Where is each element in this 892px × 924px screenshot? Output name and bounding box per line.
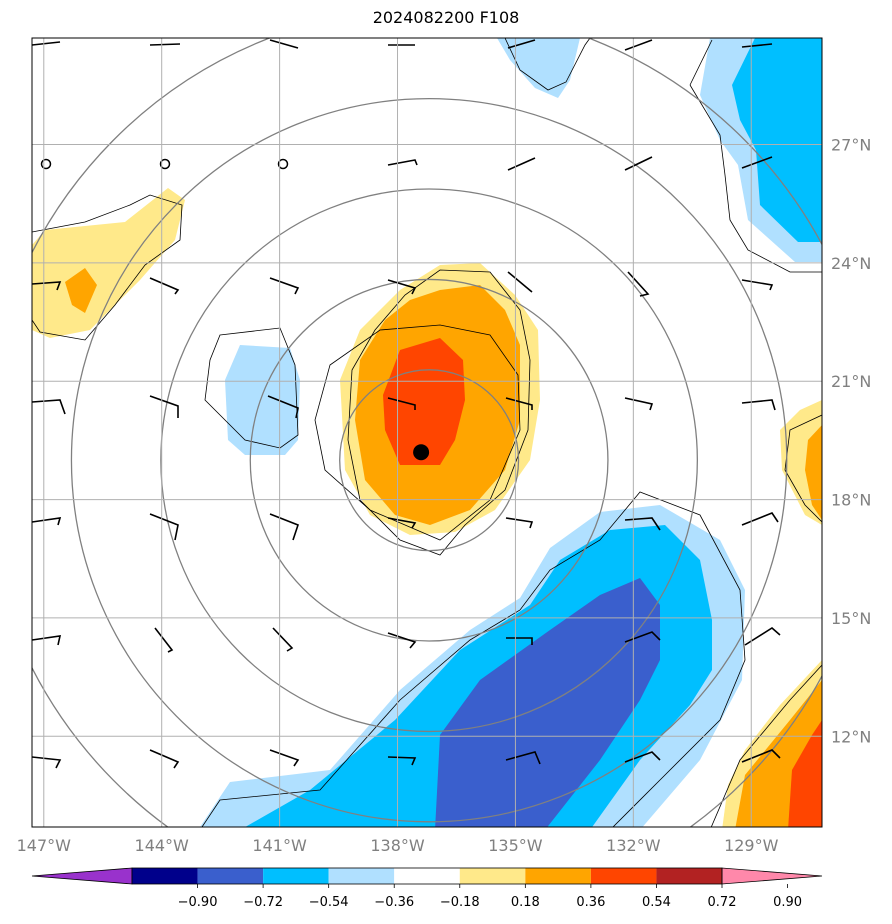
colorbar-segment (459, 868, 526, 884)
graticule (32, 38, 822, 827)
neg-band-deep (435, 578, 660, 827)
range-rings (32, 38, 822, 827)
neg-ne-mid (732, 38, 822, 242)
colorbar-segment (132, 868, 198, 884)
neg-west-blob (225, 345, 300, 455)
colorbar-segment (197, 868, 264, 884)
lon-tick-label: 129°W (724, 836, 779, 855)
colorbar-segment (525, 868, 591, 884)
colorbar-label: 0.72 (708, 895, 737, 910)
pos-east-orange (805, 425, 822, 520)
colorbar-label: −0.18 (440, 895, 480, 910)
lon-tick-label: 141°W (252, 836, 307, 855)
lon-tick-label: 147°W (17, 836, 72, 855)
colorbar-label: 0.18 (511, 895, 540, 910)
colorbar-segment (263, 868, 329, 884)
thin-contours (32, 38, 822, 827)
lon-tick-label: 144°W (135, 836, 190, 855)
colorbar-label: 0.90 (773, 895, 802, 910)
map-frame (31, 37, 823, 828)
lat-tick-label: 12°N (831, 727, 871, 746)
lon-tick-label: 135°W (488, 836, 543, 855)
longitude-labels: 147°W 144°W 141°W 138°W 135°W 132°W 129°W (17, 836, 779, 855)
colorbar-extend-high (721, 867, 823, 885)
colorbar-label: −0.54 (309, 895, 349, 910)
latitude-labels: 12°N 15°N 18°N 21°N 24°N 27°N (831, 136, 871, 747)
lat-tick-label: 15°N (831, 609, 871, 628)
lon-tick-label: 138°W (370, 836, 425, 855)
lat-tick-label: 18°N (831, 491, 871, 510)
colorbar-label: 0.36 (576, 895, 605, 910)
pos-west-orange (65, 268, 97, 313)
map-title: 2024082200 F108 (372, 8, 520, 27)
range-ring (160, 188, 699, 733)
colorbar-label: −0.72 (243, 895, 283, 910)
colorbar-label: 0.54 (642, 895, 671, 910)
colorbar-segment (656, 868, 722, 884)
colorbar-label: −0.36 (374, 895, 414, 910)
colorbar-segment (394, 868, 460, 884)
neg-top-light (497, 38, 580, 98)
range-ring (339, 369, 520, 552)
wind-barbs (32, 39, 781, 769)
lat-tick-label: 24°N (831, 254, 871, 273)
pos-storm-red (383, 338, 465, 465)
colorbar-segment (590, 868, 657, 884)
colorbar-extend-low (31, 867, 133, 885)
lat-tick-label: 21°N (831, 372, 871, 391)
colorbar-segment (328, 868, 395, 884)
storm-center-marker (413, 444, 430, 461)
range-ring (249, 278, 609, 642)
colorbar-label: −0.90 (178, 895, 218, 910)
filled-field (32, 38, 822, 827)
pos-se-red (788, 720, 822, 827)
lat-tick-label: 27°N (831, 136, 871, 155)
range-ring (70, 97, 788, 823)
colorbar: −0.90 −0.72 −0.54 −0.36 −0.18 0.18 0.36 0.54 0.7… (31, 867, 823, 910)
lon-tick-label: 132°W (606, 836, 661, 855)
colorbar-outline (131, 867, 723, 885)
